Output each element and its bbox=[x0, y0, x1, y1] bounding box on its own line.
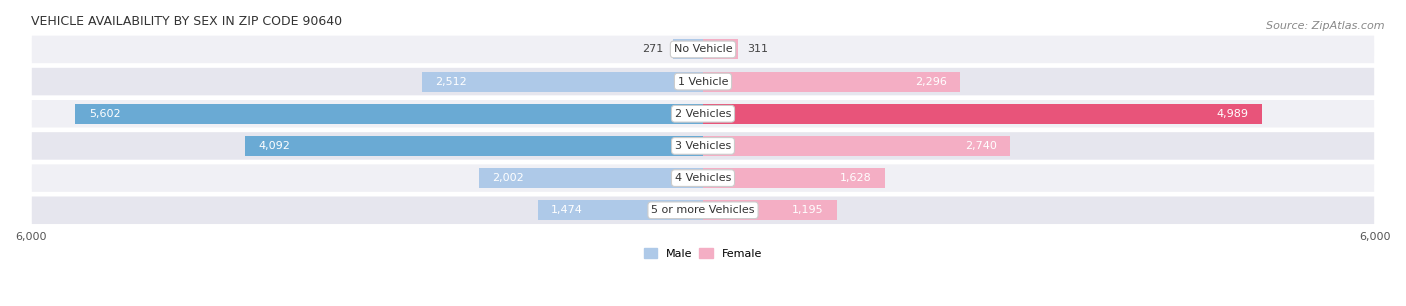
Bar bbox=[76, 104, 703, 124]
Text: 3 Vehicles: 3 Vehicles bbox=[675, 141, 731, 151]
Bar bbox=[703, 72, 960, 91]
FancyBboxPatch shape bbox=[31, 35, 1375, 64]
Text: 2,002: 2,002 bbox=[492, 173, 524, 183]
Bar bbox=[422, 72, 703, 91]
Bar bbox=[703, 168, 886, 188]
Bar bbox=[703, 200, 837, 220]
Text: 2 Vehicles: 2 Vehicles bbox=[675, 109, 731, 119]
FancyBboxPatch shape bbox=[31, 131, 1375, 161]
Text: 2,512: 2,512 bbox=[434, 76, 467, 87]
FancyBboxPatch shape bbox=[31, 67, 1375, 96]
Text: 4,092: 4,092 bbox=[257, 141, 290, 151]
Text: 1,474: 1,474 bbox=[551, 205, 583, 215]
Text: No Vehicle: No Vehicle bbox=[673, 44, 733, 54]
Bar bbox=[538, 200, 703, 220]
Text: 271: 271 bbox=[643, 44, 664, 54]
Legend: Male, Female: Male, Female bbox=[640, 244, 766, 263]
Text: Source: ZipAtlas.com: Source: ZipAtlas.com bbox=[1267, 21, 1385, 32]
Text: 2,740: 2,740 bbox=[965, 141, 997, 151]
FancyBboxPatch shape bbox=[31, 99, 1375, 129]
Text: 4,989: 4,989 bbox=[1216, 109, 1249, 119]
Text: 5 or more Vehicles: 5 or more Vehicles bbox=[651, 205, 755, 215]
Bar bbox=[703, 136, 1010, 156]
Text: 2,296: 2,296 bbox=[915, 76, 946, 87]
Text: 1,195: 1,195 bbox=[792, 205, 824, 215]
FancyBboxPatch shape bbox=[31, 196, 1375, 225]
Bar bbox=[703, 39, 738, 59]
Text: VEHICLE AVAILABILITY BY SEX IN ZIP CODE 90640: VEHICLE AVAILABILITY BY SEX IN ZIP CODE … bbox=[31, 15, 342, 28]
Bar bbox=[672, 39, 703, 59]
Text: 1,628: 1,628 bbox=[841, 173, 872, 183]
Text: 5,602: 5,602 bbox=[89, 109, 121, 119]
Bar bbox=[703, 104, 1263, 124]
Text: 4 Vehicles: 4 Vehicles bbox=[675, 173, 731, 183]
Bar bbox=[478, 168, 703, 188]
Bar bbox=[245, 136, 703, 156]
Text: 311: 311 bbox=[747, 44, 768, 54]
FancyBboxPatch shape bbox=[31, 163, 1375, 193]
Text: 1 Vehicle: 1 Vehicle bbox=[678, 76, 728, 87]
